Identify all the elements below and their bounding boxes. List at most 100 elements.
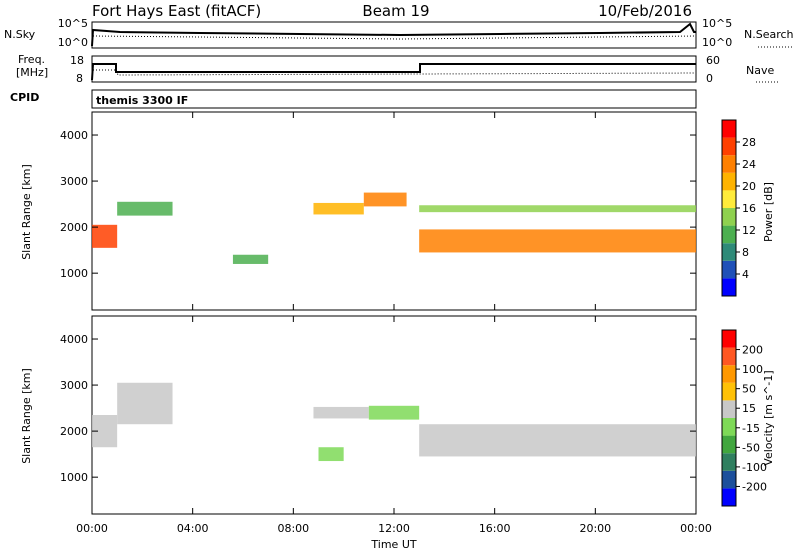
power-panel: Slant Range [km] 1000 2000 3000 4000 — [20, 111, 697, 311]
nave-tick-high: 60 — [706, 54, 720, 67]
velocity-colorbar-label-6: -100 — [742, 461, 767, 474]
power-colorbar-cell-8 — [722, 137, 736, 156]
velocity-xtick-label-3: 12:00 — [378, 522, 410, 535]
beam-title: Beam 19 — [362, 2, 429, 20]
velocity-colorbar-cell-7 — [722, 365, 736, 383]
velocity-feature-4 — [368, 405, 420, 420]
power-colorbar-cell-2 — [722, 243, 736, 261]
power-colorbar-cell-3 — [722, 225, 736, 244]
power-colorbar-label-5: 8 — [742, 246, 749, 259]
noise-panel: N.Sky 10^5 10^0 10^5 10^0 N.Search — [4, 17, 794, 49]
power-colorbar-label-3: 16 — [742, 202, 756, 215]
power-colorbar-cell-6 — [722, 172, 736, 191]
power-feature-0 — [92, 224, 118, 248]
power-colorbar-ticks: 28 24 20 16 12 8 4 — [736, 136, 756, 281]
freq-panel: Freq. [MHz] 18 8 60 0 Nave — [16, 53, 780, 85]
velocity-ytick-label-1: 2000 — [60, 425, 88, 438]
velocity-features — [92, 382, 696, 462]
velocity-colorbar-cell-9 — [722, 330, 736, 348]
velocity-feature-5 — [419, 424, 696, 457]
velocity-xticks: 00:00 04:00 08:00 12:00 16:00 20:00 00:00 — [76, 316, 712, 535]
power-colorbar-label-1: 24 — [742, 158, 756, 171]
noise-tick-low-right: 10^0 — [702, 36, 732, 49]
velocity-colorbar-label-5: -50 — [742, 441, 760, 454]
velocity-colorbar-cell-6 — [722, 382, 736, 401]
power-colorbar-cell-7 — [722, 155, 736, 173]
velocity-ytick-label-2: 3000 — [60, 379, 88, 392]
cpid-panel: CPID themis 3300 IF — [10, 89, 697, 109]
power-xticks — [91, 112, 697, 310]
power-colorbar-label: Power [dB] — [762, 182, 775, 242]
power-feature-2 — [232, 254, 269, 264]
freq-label-2: [MHz] — [16, 66, 48, 79]
velocity-colorbar-label-3: 15 — [742, 402, 756, 415]
power-ytick-label-3: 4000 — [60, 129, 88, 142]
power-ylabel: Slant Range [km] — [20, 164, 33, 260]
power-colorbar-cell-0 — [722, 278, 736, 296]
velocity-colorbar-cell-0 — [722, 488, 736, 506]
freq-tick-low: 8 — [76, 72, 83, 85]
noise-tick-high: 10^5 — [58, 17, 88, 30]
velocity-colorbar-cell-5 — [722, 400, 736, 418]
power-ytick-label-0: 1000 — [60, 267, 88, 280]
velocity-feature-1 — [117, 382, 173, 425]
velocity-xtick-label-1: 04:00 — [177, 522, 209, 535]
velocity-ytick-label-3: 4000 — [60, 333, 88, 346]
power-colorbar-label-2: 20 — [742, 180, 756, 193]
velocity-colorbar-label-1: 100 — [742, 363, 763, 376]
velocity-xtick-label-4: 16:00 — [479, 522, 511, 535]
noise-right-label: N.Search — [744, 28, 794, 41]
power-colorbar-cells — [722, 120, 736, 296]
velocity-xtick-label-2: 08:00 — [277, 522, 309, 535]
velocity-ylabel: Slant Range [km] — [20, 368, 33, 464]
power-features — [92, 192, 696, 264]
power-colorbar-label-0: 28 — [742, 136, 756, 149]
time-axis-label: Time UT — [370, 538, 416, 551]
power-feature-1 — [117, 201, 173, 216]
velocity-xtick-label-5: 20:00 — [579, 522, 611, 535]
velocity-colorbar-cells — [722, 330, 736, 506]
velocity-colorbar-label-0: 200 — [742, 344, 763, 357]
velocity-colorbar-label: Velocity [m s^-1] — [762, 370, 775, 465]
velocity-yticks: 1000 2000 3000 4000 — [60, 333, 696, 484]
velocity-colorbar-label-2: 50 — [742, 383, 756, 396]
velocity-feature-2 — [313, 406, 369, 419]
power-colorbar-label-6: 4 — [742, 268, 749, 281]
power-feature-6 — [419, 205, 696, 213]
power-colorbar-cell-1 — [722, 260, 736, 279]
power-colorbar-cell-5 — [722, 190, 736, 208]
velocity-xtick-label-6: 00:00 — [680, 522, 712, 535]
power-feature-4 — [363, 192, 407, 207]
station-title: Fort Hays East (fitACF) — [92, 2, 261, 20]
velocity-colorbar-cell-1 — [722, 470, 736, 489]
freq-label-1: Freq. — [18, 53, 45, 66]
velocity-colorbar-cell-4 — [722, 418, 736, 436]
power-colorbar-cell-4 — [722, 208, 736, 226]
velocity-colorbar-cell-2 — [722, 453, 736, 471]
power-colorbar-label-4: 12 — [742, 224, 756, 237]
velocity-xtick-label-0: 00:00 — [76, 522, 108, 535]
velocity-colorbar-label-7: -200 — [742, 480, 767, 493]
velocity-ytick-label-0: 1000 — [60, 471, 88, 484]
cpid-value: themis 3300 IF — [96, 94, 188, 107]
noise-tick-high-right: 10^5 — [702, 17, 732, 30]
power-colorbar-cell-9 — [722, 120, 736, 138]
velocity-colorbar-ticks: 200 100 50 15 -15 -50 -100 -200 — [736, 344, 767, 493]
power-colorbar: 28 24 20 16 12 8 4 Power [dB] — [721, 119, 775, 297]
nave-tick-low: 0 — [706, 72, 713, 85]
velocity-colorbar-cell-3 — [722, 435, 736, 454]
nave-label: Nave — [746, 64, 774, 77]
power-ytick-label-1: 2000 — [60, 221, 88, 234]
power-feature-5 — [419, 229, 696, 253]
velocity-colorbar-label-4: -15 — [742, 422, 760, 435]
power-feature-3 — [313, 202, 364, 215]
velocity-feature-3 — [318, 447, 344, 462]
power-yticks: 1000 2000 3000 4000 — [60, 129, 696, 280]
cpid-label: CPID — [10, 91, 39, 104]
power-ytick-label-2: 3000 — [60, 175, 88, 188]
date-title: 10/Feb/2016 — [598, 2, 692, 20]
noise-tick-low: 10^0 — [58, 36, 88, 49]
freq-tick-high: 18 — [70, 54, 84, 67]
